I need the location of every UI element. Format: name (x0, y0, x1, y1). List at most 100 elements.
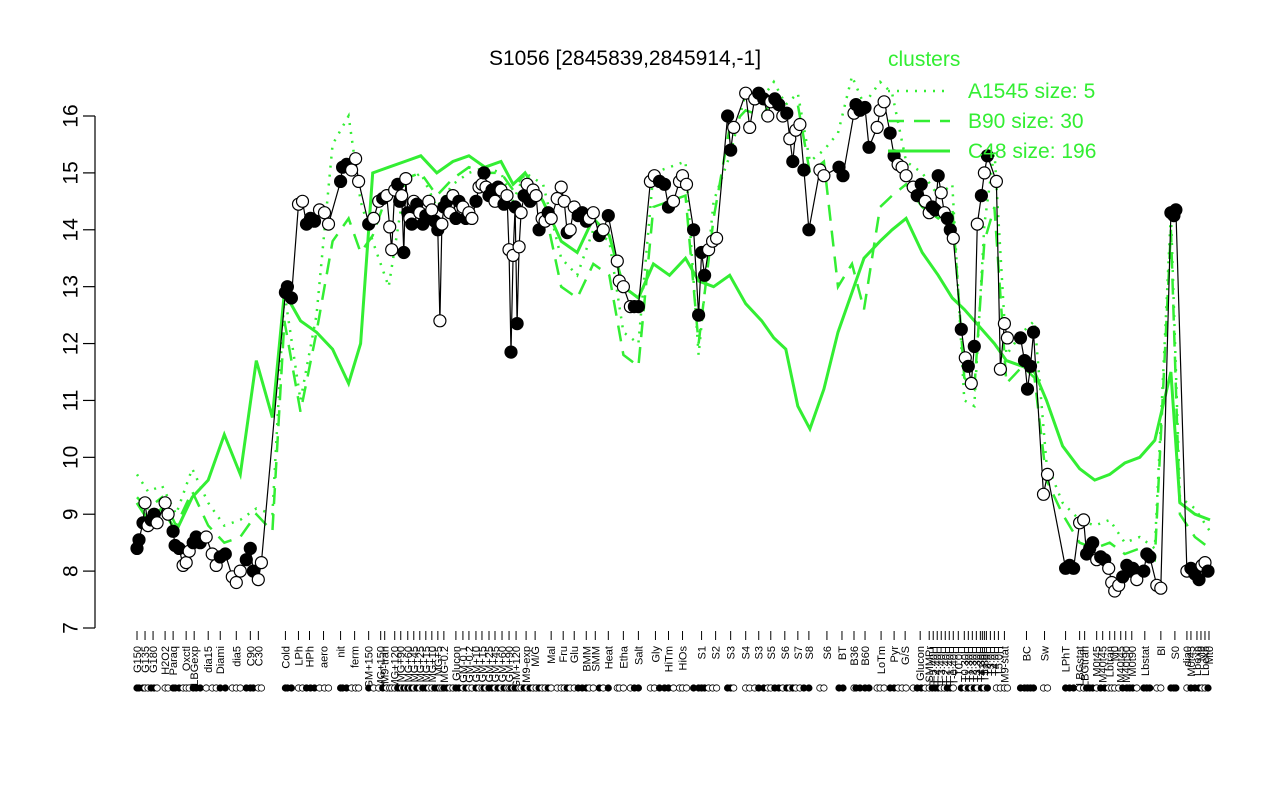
data-point-64 (405, 217, 419, 231)
x-tick-label-4: Paraq (168, 646, 180, 675)
x-tick-label-33: GM+10 (471, 646, 483, 682)
x-tick-label-92: LPhT (1061, 646, 1073, 673)
x-tick-label-25: MG+25 (415, 646, 427, 682)
x-tick-label-66: LoTm (876, 646, 888, 674)
rug-point-19 (202, 684, 210, 692)
x-tick-label-5: Oxctl (181, 646, 193, 671)
data-point-151 (720, 109, 735, 123)
data-point-225 (1076, 513, 1091, 527)
x-tick-label-56: S4 (741, 646, 753, 659)
data-point-7 (150, 516, 164, 530)
x-tick-label-55: S3 (726, 646, 738, 659)
x-tick-label-13: LPh (293, 646, 305, 666)
x-tick-label-0: G150 (132, 646, 144, 673)
data-point-14 (179, 555, 193, 570)
rug-point-209 (983, 684, 992, 692)
rug-point-7 (153, 684, 161, 692)
y-tick-label-5: 12 (60, 332, 83, 355)
legend-label-0: A1545 size: 5 (968, 80, 1095, 103)
x-tick-label-75: T-1.40H (944, 646, 956, 685)
data-point-61 (399, 172, 413, 186)
data-point-19 (199, 530, 213, 544)
x-tick-label-61: S8 (804, 646, 816, 659)
rug-point-187 (902, 684, 910, 692)
rug-point-172 (820, 684, 828, 692)
x-tick-label-83: T5.30H (979, 646, 991, 682)
rug-point-128 (604, 684, 612, 692)
y-tick-label-3: 10 (60, 446, 83, 469)
rug-point-153 (730, 684, 738, 692)
data-point-248 (1169, 203, 1183, 217)
x-tick-label-105: dia0 (1182, 646, 1194, 667)
y-tick-label-2: 9 (60, 508, 83, 520)
x-tick-label-76: T-0.40H (948, 646, 960, 685)
x-tick-label-44: Glu (569, 646, 581, 663)
y-tick-label-7: 14 (60, 218, 83, 242)
data-point-159 (761, 109, 775, 123)
x-tick-label-37: GM+60 (497, 646, 509, 682)
rug-point-31 (257, 684, 265, 692)
data-point-205 (967, 339, 981, 353)
data-point-47 (349, 152, 363, 166)
data-point-155 (743, 120, 757, 135)
data-point-71 (425, 203, 439, 217)
x-tick-label-86: T3.0H (985, 646, 997, 676)
rug-point-182 (880, 684, 888, 692)
x-tick-label-14: HPh (304, 646, 316, 667)
rug-point-134 (634, 684, 643, 692)
data-point-3 (138, 496, 152, 510)
x-tick-label-71: T-5.40H (928, 646, 940, 685)
x-tick-label-32: GM-0.2 (464, 646, 476, 683)
rug-point-218 (1029, 684, 1038, 692)
x-tick-label-21: MG+120 (390, 646, 402, 689)
y-tick-label-1: 8 (60, 565, 83, 577)
data-point-48 (352, 174, 366, 188)
data-point-182 (877, 95, 891, 109)
data-point-127 (596, 223, 610, 237)
data-point-164 (780, 106, 794, 120)
data-point-240 (1130, 572, 1144, 587)
data-point-134 (631, 300, 646, 314)
data-point-166 (786, 154, 800, 169)
y-tick-label-9: 16 (60, 104, 83, 127)
data-point-10 (166, 524, 180, 538)
x-tick-label-97: Lbtran (1105, 646, 1117, 677)
x-tick-label-65: B60 (860, 646, 872, 666)
x-tick-label-98: M0 (1110, 646, 1122, 661)
data-point-220 (1040, 467, 1055, 481)
data-point-190 (914, 177, 928, 191)
x-tick-label-40: M9-exp (521, 646, 533, 683)
data-point-97 (500, 189, 514, 203)
data-point-140 (666, 194, 681, 208)
data-point-228 (1086, 536, 1100, 550)
x-tick-label-45: BMM (581, 646, 593, 672)
x-tick-label-101: M0t90 (1127, 646, 1139, 677)
x-tick-label-38: GM+90 (504, 646, 516, 682)
x-tick-label-2: G180 (148, 646, 160, 673)
data-point-243 (1143, 550, 1157, 564)
rug-point-174 (839, 684, 847, 692)
x-tick-label-41: M/G (530, 646, 542, 667)
data-point-172 (817, 169, 831, 183)
x-tick-label-9: dia5 (231, 646, 243, 667)
data-point-168 (793, 117, 807, 132)
rug-point-220 (1043, 684, 1052, 692)
x-tick-label-23: MG+60 (403, 646, 415, 682)
x-tick-label-48: Etha (618, 645, 630, 669)
data-point-23 (218, 547, 232, 561)
x-tick-label-12: Cold (280, 646, 292, 669)
x-tick-label-70: SMMPr (924, 646, 936, 683)
x-tick-label-96: M40t45 (1098, 646, 1110, 683)
data-point-109 (529, 189, 543, 203)
x-tick-label-28: MG+5 (433, 646, 445, 676)
data-point-125 (586, 206, 600, 220)
x-tick-label-1: G135 (140, 646, 152, 673)
data-point-30 (251, 572, 265, 587)
x-tick-label-89: M9-stat (999, 646, 1011, 683)
data-point-252 (1192, 572, 1206, 587)
legend-label-2: C48 size: 196 (968, 140, 1096, 163)
data-point-26 (233, 564, 247, 578)
data-point-170 (802, 223, 816, 237)
x-tick-label-106: M0t45 (1186, 646, 1198, 677)
data-point-203 (961, 359, 975, 373)
